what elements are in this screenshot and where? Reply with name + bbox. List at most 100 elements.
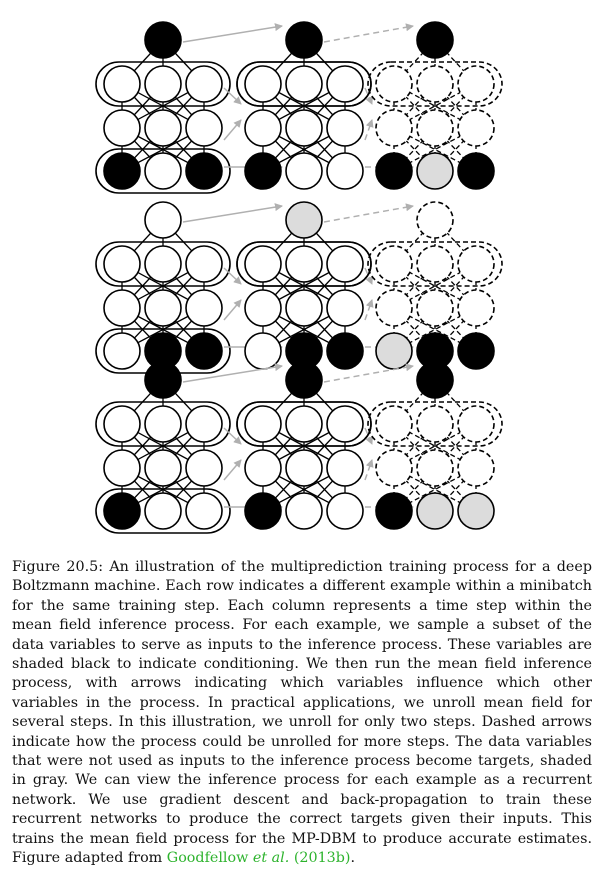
hidden-unit bbox=[103, 65, 141, 103]
hidden-layer-1-box bbox=[95, 401, 231, 447]
visible-unit bbox=[326, 492, 364, 530]
citation-author[interactable]: Goodfellow bbox=[166, 850, 249, 867]
hidden-unit bbox=[457, 245, 495, 283]
hidden-unit bbox=[326, 65, 364, 103]
hidden-unit bbox=[103, 405, 141, 443]
inference-arrow bbox=[364, 299, 374, 321]
citation-etal[interactable]: et al. bbox=[252, 850, 290, 867]
top-unit bbox=[416, 21, 454, 59]
hidden-layer-1-box bbox=[367, 241, 503, 287]
hidden-unit bbox=[457, 449, 495, 487]
hidden-unit bbox=[375, 109, 413, 147]
hidden-layer-1-box bbox=[367, 401, 503, 447]
visible-unit bbox=[326, 152, 364, 190]
hidden-unit bbox=[416, 405, 454, 443]
top-unit bbox=[144, 201, 182, 239]
citation-year[interactable]: (2013b) bbox=[293, 850, 351, 867]
hidden-layer-1-box bbox=[95, 61, 231, 107]
top-unit bbox=[285, 21, 323, 59]
visible-unit bbox=[416, 152, 454, 190]
hidden-unit bbox=[416, 109, 454, 147]
visible-unit bbox=[185, 492, 223, 530]
inference-arrow bbox=[323, 363, 414, 383]
inference-arrow bbox=[223, 459, 242, 481]
visible-unit bbox=[144, 492, 182, 530]
inference-arrow bbox=[182, 203, 283, 223]
hidden-unit bbox=[457, 289, 495, 327]
hidden-unit bbox=[244, 405, 282, 443]
visible-unit bbox=[416, 492, 454, 530]
visible-unit bbox=[375, 152, 413, 190]
hidden-unit bbox=[144, 289, 182, 327]
caption-text: An illustration of the multiprediction t… bbox=[12, 559, 592, 867]
visible-unit bbox=[185, 152, 223, 190]
visible-unit bbox=[244, 152, 282, 190]
visible-unit bbox=[285, 152, 323, 190]
visible-unit bbox=[103, 152, 141, 190]
hidden-unit bbox=[326, 449, 364, 487]
top-unit bbox=[285, 361, 323, 399]
visible-unit bbox=[244, 492, 282, 530]
inference-arrow bbox=[323, 23, 414, 43]
hidden-unit bbox=[326, 405, 364, 443]
hidden-unit bbox=[244, 449, 282, 487]
visible-unit bbox=[144, 152, 182, 190]
inference-arrow bbox=[223, 119, 242, 141]
hidden-unit bbox=[244, 289, 282, 327]
mp-dbm-figure bbox=[95, 21, 503, 534]
hidden-layer-1-box-b bbox=[236, 401, 372, 447]
hidden-unit bbox=[144, 449, 182, 487]
hidden-unit bbox=[285, 109, 323, 147]
hidden-unit bbox=[375, 65, 413, 103]
hidden-unit bbox=[144, 245, 182, 283]
inference-arrow bbox=[323, 203, 414, 223]
visible-unit bbox=[457, 152, 495, 190]
hidden-layer-1-box-b bbox=[236, 61, 372, 107]
hidden-unit bbox=[185, 109, 223, 147]
hidden-unit bbox=[285, 289, 323, 327]
inference-arrow bbox=[223, 427, 242, 445]
hidden-unit bbox=[457, 109, 495, 147]
hidden-unit bbox=[457, 405, 495, 443]
hidden-unit bbox=[416, 449, 454, 487]
hidden-unit bbox=[326, 109, 364, 147]
hidden-unit bbox=[185, 449, 223, 487]
inference-arrow bbox=[182, 363, 283, 383]
top-unit bbox=[285, 201, 323, 239]
hidden-unit bbox=[416, 289, 454, 327]
visible-unit bbox=[326, 332, 364, 370]
visible-unit bbox=[375, 332, 413, 370]
visible-unit bbox=[457, 492, 495, 530]
inference-arrow bbox=[223, 267, 242, 285]
visible-unit bbox=[185, 332, 223, 370]
hidden-unit bbox=[375, 449, 413, 487]
hidden-unit bbox=[416, 65, 454, 103]
visible-unit bbox=[103, 492, 141, 530]
inference-arrow bbox=[364, 87, 373, 105]
visible-unit bbox=[457, 332, 495, 370]
top-unit bbox=[144, 21, 182, 59]
hidden-layer-1-box-b bbox=[236, 241, 372, 287]
hidden-unit bbox=[103, 245, 141, 283]
hidden-unit bbox=[375, 245, 413, 283]
hidden-unit bbox=[185, 405, 223, 443]
caption-end: . bbox=[350, 850, 356, 867]
hidden-unit bbox=[326, 245, 364, 283]
hidden-unit bbox=[326, 289, 364, 327]
top-unit bbox=[144, 361, 182, 399]
figure-caption: Figure 20.5: An illustration of the mult… bbox=[12, 558, 592, 869]
inference-arrow bbox=[364, 267, 373, 285]
hidden-unit bbox=[144, 65, 182, 103]
hidden-unit bbox=[103, 109, 141, 147]
hidden-unit bbox=[103, 449, 141, 487]
inference-arrow bbox=[223, 299, 242, 321]
top-unit bbox=[416, 201, 454, 239]
visible-unit bbox=[375, 492, 413, 530]
hidden-unit bbox=[285, 65, 323, 103]
hidden-unit bbox=[185, 245, 223, 283]
hidden-unit bbox=[457, 65, 495, 103]
hidden-unit bbox=[375, 405, 413, 443]
hidden-unit bbox=[144, 405, 182, 443]
visible-layer-box bbox=[95, 148, 231, 194]
visible-unit bbox=[244, 332, 282, 370]
